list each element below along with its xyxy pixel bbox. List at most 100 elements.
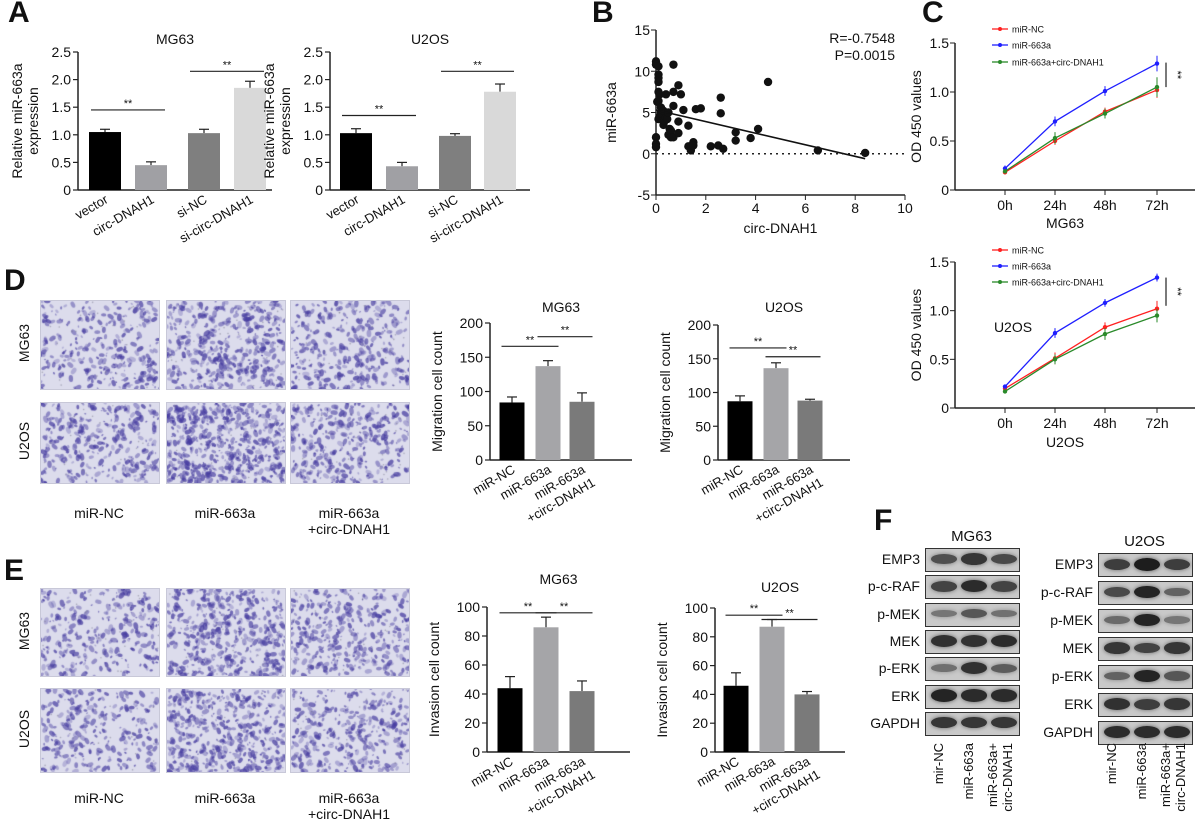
data-point [684,121,693,130]
y-tick-label: 40 [692,686,708,702]
significance-label: ** [375,103,384,115]
column-label-line: +circ-DNAH1 [307,806,391,822]
data-point [1052,357,1058,362]
protein-band [961,608,987,619]
x-tick-label: 2 [702,200,710,216]
legend-label: miR-663a+circ-DNAH1 [1012,58,1104,68]
micrograph-image [40,688,160,773]
protein-band [1164,671,1190,681]
blot-strip [925,711,1020,736]
micrograph-canvas [291,301,409,389]
micrograph-image [40,588,160,677]
data-point [651,142,661,152]
protein-band [1104,642,1130,654]
y-tick-label: 150 [688,351,712,367]
micrograph-image [166,300,286,390]
y-tick-label: 10 [634,63,650,79]
significance-label: ** [754,336,763,348]
data-point [676,90,686,99]
micrograph-canvas [41,689,159,772]
data-point [663,114,672,124]
micrograph-image [290,402,410,484]
bar [386,166,418,190]
column-label-line: miR-NC [74,790,124,806]
protein-band [1164,558,1190,570]
x-tick-label: 72h [1145,197,1168,213]
chart-title: U2OS [765,299,803,315]
y-axis-label: Invasion cell count [654,622,670,737]
data-point [1052,330,1058,336]
y-axis-label: OD 450 values [908,289,924,382]
y-tick-label: 40 [464,686,480,702]
protein-band [931,634,957,647]
micrograph-canvas [41,403,159,483]
y-tick-label: 0 [642,146,650,162]
protein-band [1164,616,1190,624]
y-tick-label: 60 [692,658,708,674]
bar [484,91,516,190]
line-chart-c-u2os: 0 0.5 1.0 1.5 0h 24h 48h 72h U2OS OD 450 values U2… [908,246,1195,450]
column-label: miR-663a [164,790,286,806]
data-point [1154,275,1160,280]
protein-band [1104,586,1130,598]
micrograph-canvas [167,589,285,676]
protein-band [1164,698,1190,710]
significance-label: ** [1171,287,1183,296]
blot-strip [1098,721,1193,745]
data-point [669,101,678,111]
bar [340,133,372,190]
y-tick-label: 100 [457,599,481,615]
protein-label: p-ERK [1051,668,1093,684]
x-axis-label: U2OS [1046,434,1084,450]
y-tick-label: 50 [467,418,483,434]
blot-strip [925,602,1020,627]
legend-marker [998,43,1002,47]
protein-band [1134,613,1160,627]
protein-band [991,689,1017,702]
y-axis-label: Migration cell count [657,332,673,453]
data-point [655,90,664,99]
data-point [1154,306,1160,311]
y-axis-label: OD 450 values [908,70,924,163]
data-point [674,117,683,126]
panel-label-d: D [4,264,26,297]
y-tick-label: 200 [688,317,712,333]
y-axis-label: expression [277,87,293,155]
legend-marker [998,60,1002,64]
y-tick-label: 2.0 [304,72,324,88]
micrograph-image [290,688,410,773]
bar [135,165,167,190]
data-point [1002,389,1008,394]
protein-band [1164,725,1190,739]
column-label: miR-NC [38,790,160,806]
protein-band [1104,558,1130,570]
bar [797,400,823,460]
micrograph-image [40,300,160,390]
legend-marker [998,248,1002,252]
protein-band [991,663,1017,673]
x-axis-label: circ-DNAH1 [744,220,818,236]
protein-band [931,664,957,673]
significance-label: ** [785,608,794,620]
data-point [654,62,663,71]
protein-band [931,717,957,729]
column-label: miR-NC [38,505,160,521]
data-point [651,133,661,142]
y-tick-label: 0 [941,182,949,198]
micrograph-canvas [291,689,409,772]
y-tick-label: 80 [464,628,480,644]
x-tick-label: 6 [802,200,810,216]
column-label-line: miR-663a [194,505,256,521]
x-tick-label: 0h [997,415,1013,431]
blot-strip [1098,665,1193,689]
data-point [661,90,671,99]
data-point [666,126,676,135]
bar [188,133,220,190]
blot-strip [1098,553,1193,577]
series-line [1004,63,1158,169]
y-tick-label: 2.0 [52,72,72,88]
y-tick-label: 0 [472,744,480,760]
blot-strip [925,629,1020,654]
protein-band [1104,698,1130,710]
